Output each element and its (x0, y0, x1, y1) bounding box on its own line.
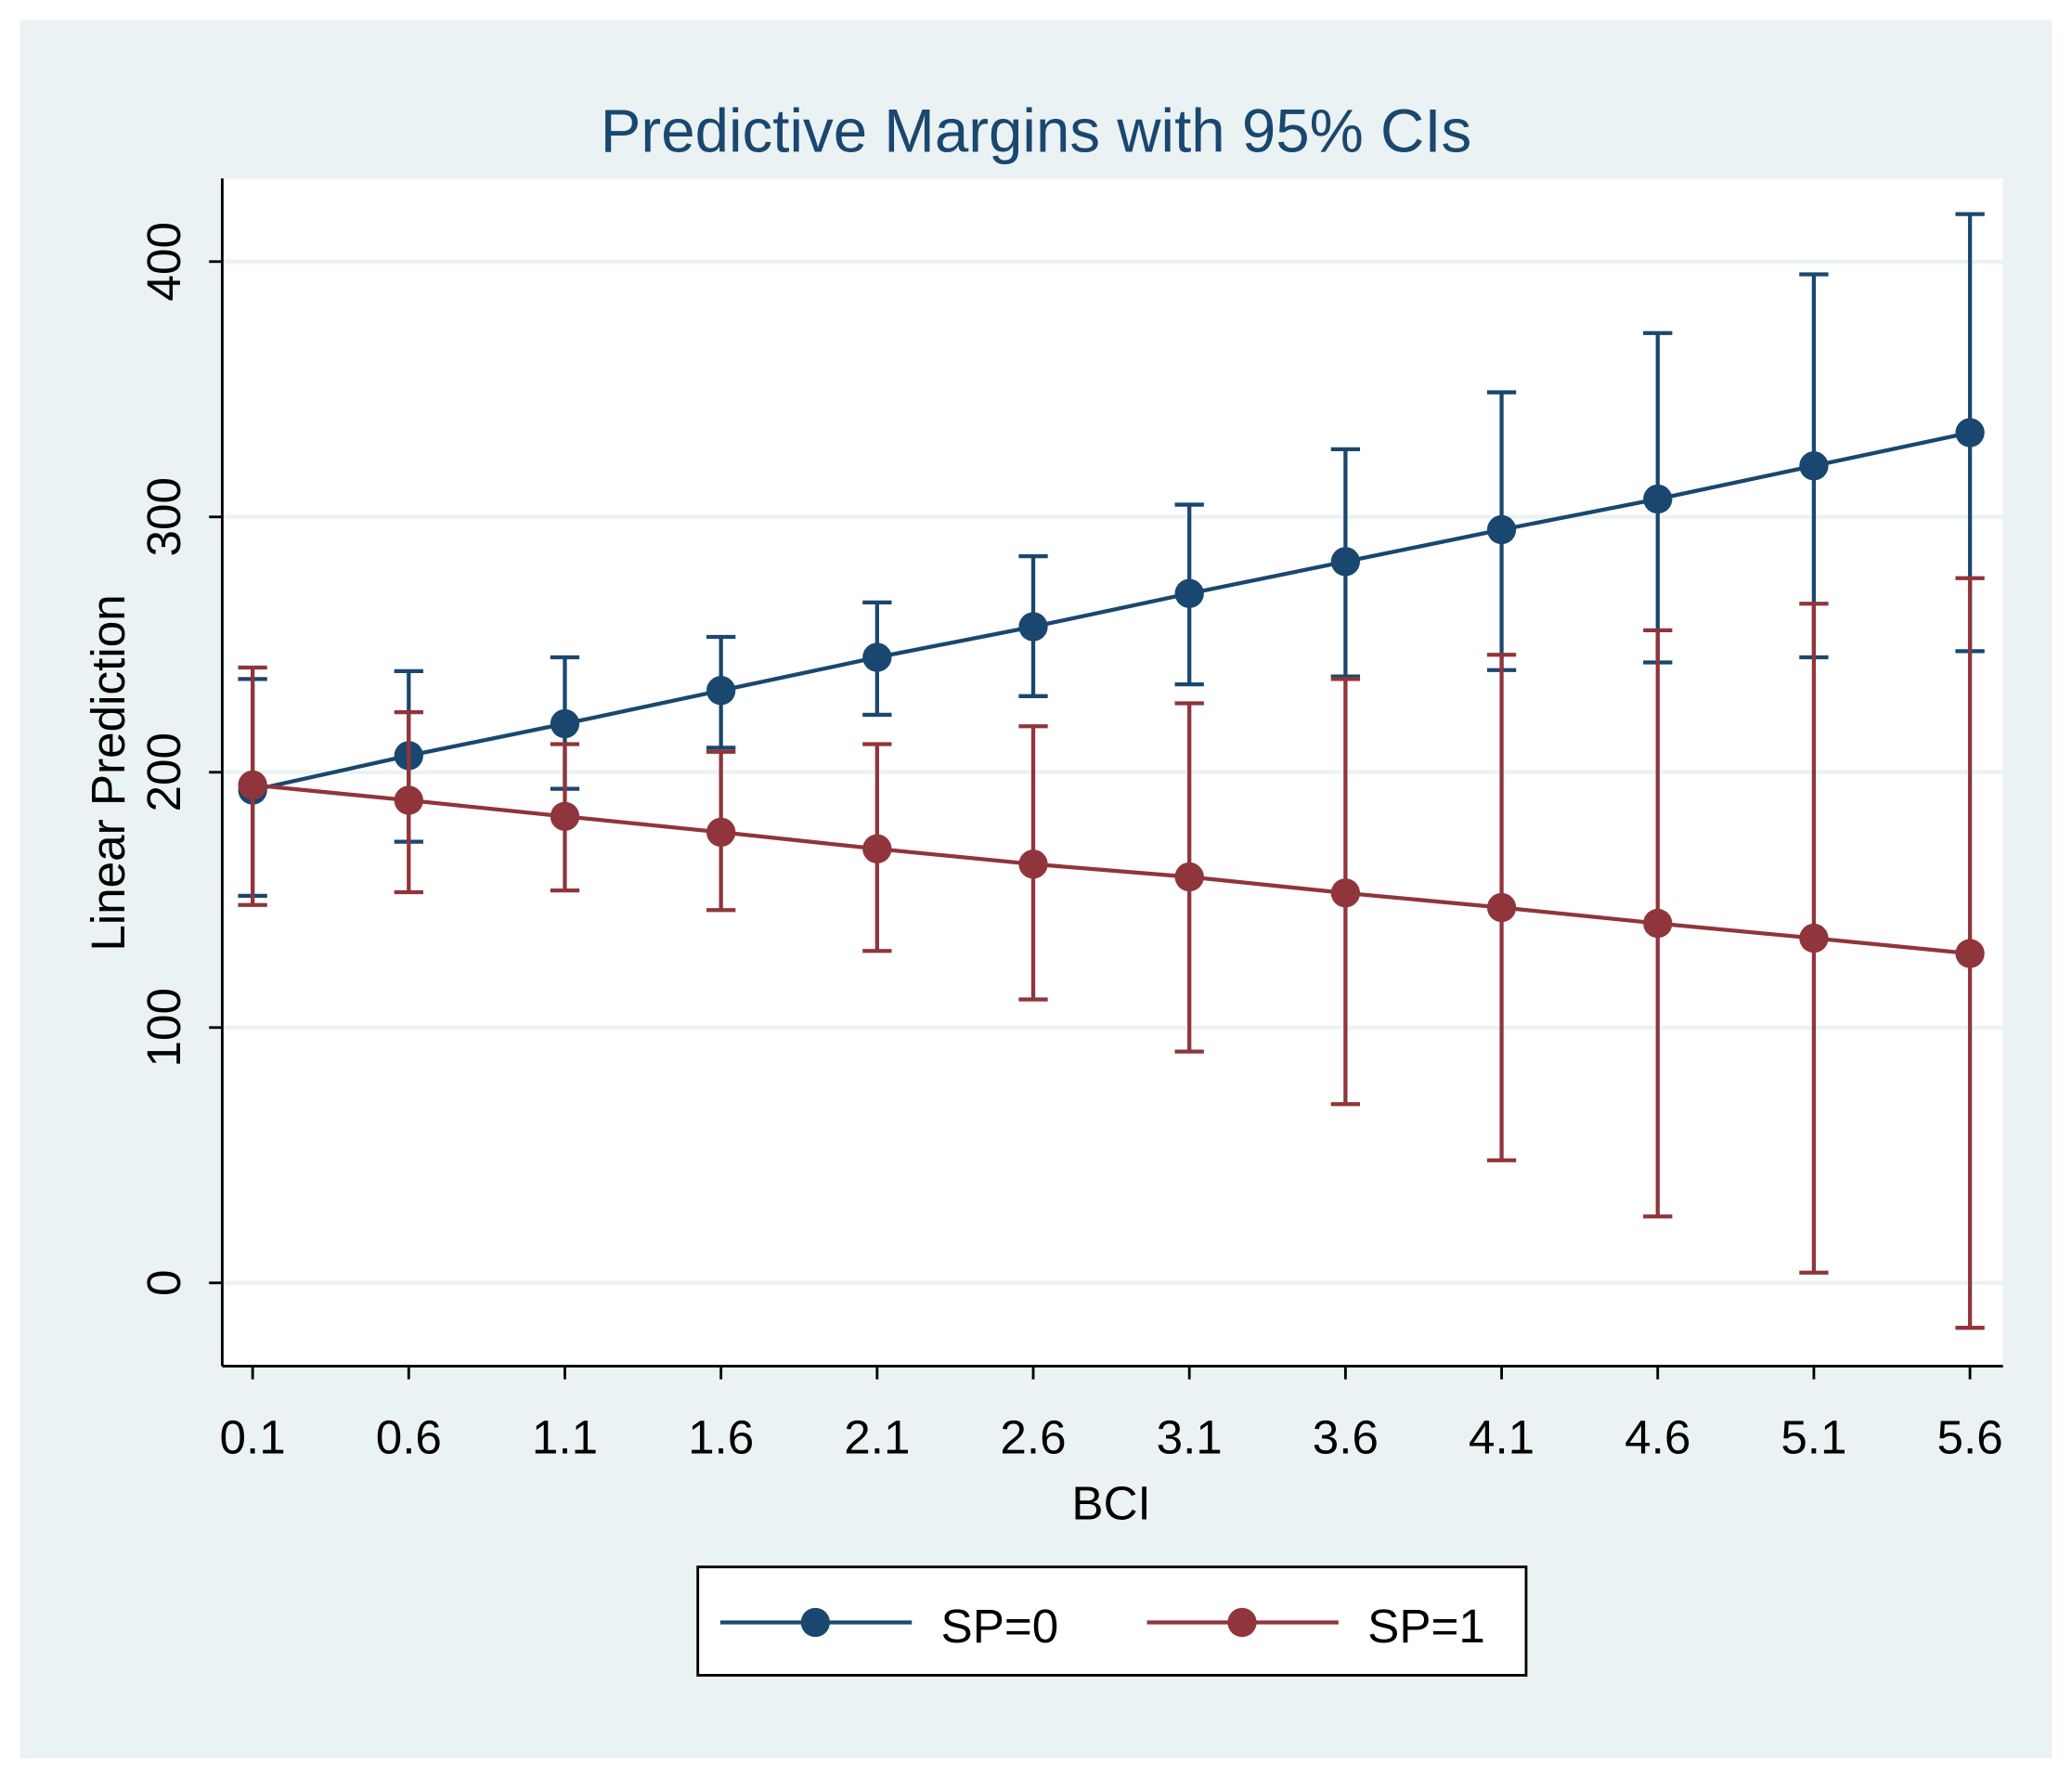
x-tick-label: 4.6 (1625, 1410, 1690, 1463)
y-axis-label: Linear Prediction (82, 594, 135, 951)
x-tick-label: 3.1 (1157, 1410, 1223, 1463)
data-point (1799, 451, 1829, 481)
legend-marker-sp0 (800, 1607, 831, 1638)
x-axis-label: BCI (1071, 1477, 1150, 1530)
y-tick-label: 100 (137, 988, 190, 1067)
chart-title: Predictive Margins with 95% CIs (601, 97, 1471, 165)
series-line (252, 783, 1971, 956)
x-tick-label: 1.6 (688, 1410, 754, 1463)
data-point (1643, 484, 1673, 514)
data-point (1330, 547, 1361, 577)
x-tick-label: 2.1 (844, 1410, 910, 1463)
data-point (1643, 908, 1673, 939)
x-tick-label: 1.1 (532, 1410, 598, 1463)
data-point (1955, 418, 1985, 447)
data-point (1955, 939, 1985, 968)
y-tick-label: 0 (137, 1270, 190, 1297)
data-point (706, 676, 736, 706)
data-point (394, 785, 423, 815)
legend: SP=0 SP=1 (696, 1565, 1528, 1677)
data-point (238, 770, 267, 800)
x-tick-label: 0.6 (376, 1410, 442, 1463)
y-tick-label: 400 (137, 222, 190, 301)
x-tick-label: 2.6 (1000, 1410, 1066, 1463)
x-tick-label: 0.1 (220, 1410, 286, 1463)
series-sp1 (238, 576, 1985, 1330)
data-point (550, 708, 580, 739)
data-point (862, 642, 892, 672)
x-tick-label: 5.1 (1781, 1410, 1846, 1463)
x-tick-label: 4.1 (1469, 1410, 1535, 1463)
data-point (1330, 878, 1361, 908)
y-tick-label: 200 (137, 733, 190, 811)
legend-marker-sp1 (1227, 1607, 1257, 1638)
data-point (550, 801, 580, 832)
data-point (1174, 862, 1204, 892)
data-point (1486, 892, 1517, 923)
legend-label-sp0: SP=0 (941, 1600, 1059, 1653)
data-point (1486, 514, 1517, 545)
x-tick-label: 5.6 (1936, 1410, 2002, 1463)
data-point (1799, 923, 1829, 953)
y-tick-label: 300 (137, 477, 190, 556)
data-point (1174, 578, 1204, 608)
data-point (706, 817, 736, 848)
x-tick-label: 3.6 (1313, 1410, 1379, 1463)
data-point (1018, 612, 1048, 642)
legend-label-sp1: SP=1 (1367, 1600, 1485, 1653)
data-point (862, 834, 892, 863)
data-point (1018, 850, 1048, 879)
series-line (252, 430, 1971, 793)
